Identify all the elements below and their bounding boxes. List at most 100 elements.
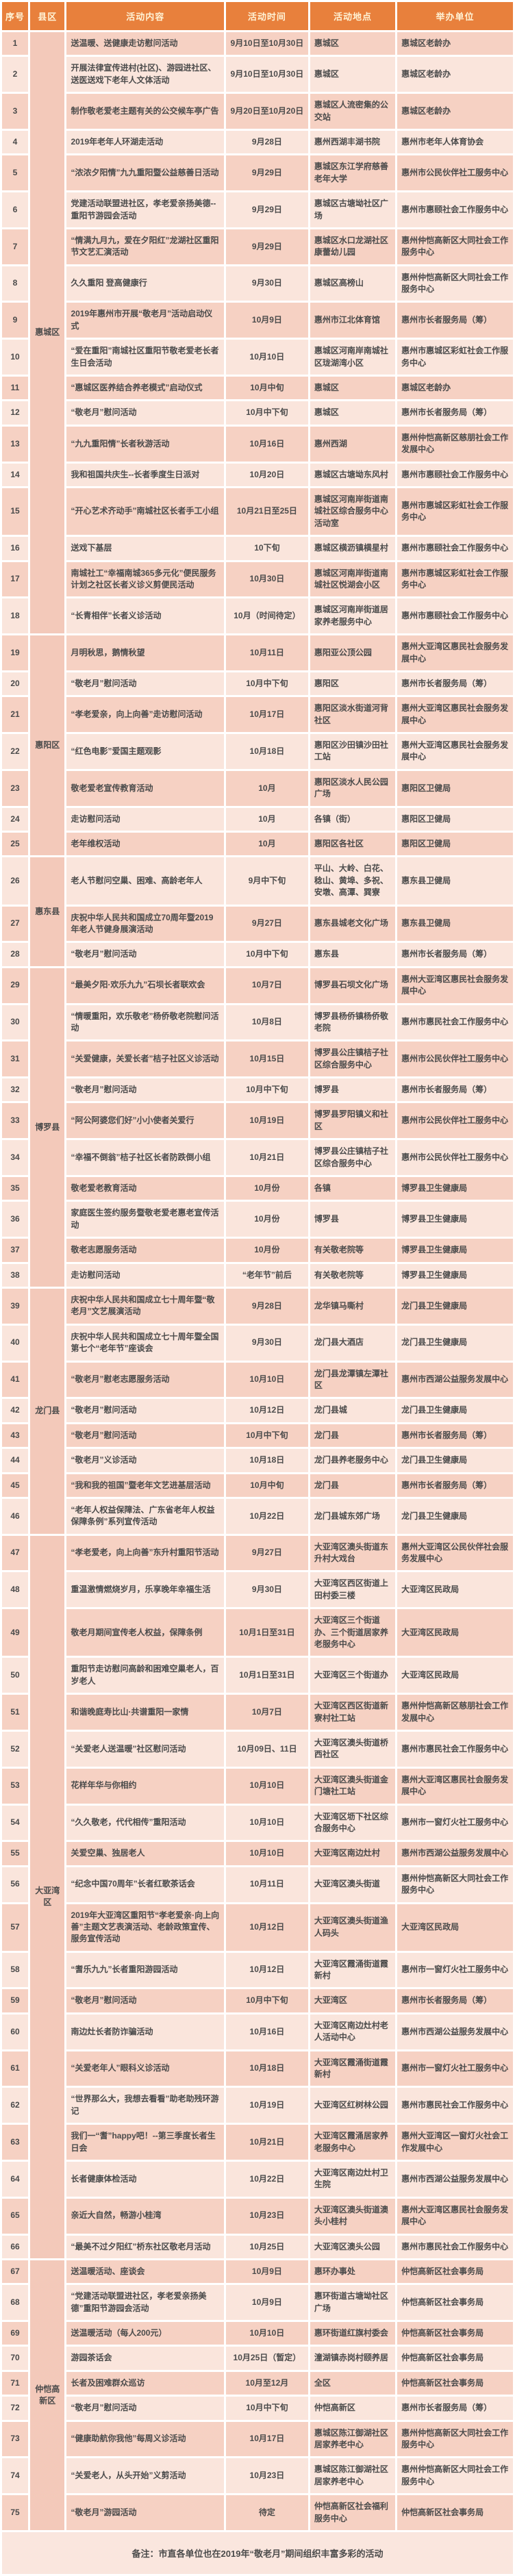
cell-org: 仲恺高新区社会事务局 bbox=[397, 2371, 513, 2395]
cell-place: 龙门县 bbox=[310, 1474, 396, 1497]
cell-content: 2019年惠州市开展“敬老月”活动启动仪式 bbox=[66, 303, 224, 338]
cell-org: 惠州市惠颐社会工作服务中心 bbox=[397, 463, 513, 486]
cell-place: 博罗县 bbox=[310, 1078, 396, 1102]
cell-content: “健康助航你我他”每周义诊活动 bbox=[66, 2421, 224, 2457]
cell-time: “老年节”前后 bbox=[225, 1263, 308, 1287]
cell-org: 惠州大亚湾区公民伙伴社会服务发展中心 bbox=[397, 1535, 513, 1571]
cell-content: “敬老月”慰问活动 bbox=[66, 1078, 224, 1102]
cell-place: 仲恺高新区社会福利服务中心 bbox=[310, 2495, 396, 2530]
cell-content: “敬老月”游园活动 bbox=[66, 2495, 224, 2530]
cell-content: “敬老月”慰问活动 bbox=[66, 1424, 224, 1448]
cell-no: 33 bbox=[2, 1103, 28, 1139]
cell-time: 10月 bbox=[225, 807, 308, 831]
cell-org: 龙门县卫生健康局 bbox=[397, 1325, 513, 1361]
cell-content: 开展法律宣传进村(社区)、游园进社区、送医送戏下老年人文体活动 bbox=[66, 57, 224, 92]
cell-content: “关爱健康，关爱长者”桔子社区义诊活动 bbox=[66, 1041, 224, 1077]
cell-no: 3 bbox=[2, 94, 28, 129]
cell-time: 10月至12月 bbox=[225, 2371, 308, 2395]
cell-no: 12 bbox=[2, 401, 28, 425]
cell-time: 10月19日 bbox=[225, 1103, 308, 1139]
cell-time: 10月18日 bbox=[225, 734, 308, 769]
table-row: 48 重温激情燃烧岁月，乐享晚年幸福生活 9月30日 大亚湾区西区街道上田村委三楼 大亚… bbox=[2, 1572, 513, 1608]
cell-org: 惠州市老年人体育协会 bbox=[397, 130, 513, 154]
cell-org: 惠州仲恺高新区慈朋社会工作发展中心 bbox=[397, 426, 513, 462]
cell-org: 大亚湾区民政局 bbox=[397, 1609, 513, 1656]
table-row: 72 “敬老月”慰问活动 10月中下旬 仲恺高新区 惠州市长者服务局（筹） bbox=[2, 2397, 513, 2420]
cell-content: “开心艺术齐动手”南城社区长者手工小组 bbox=[66, 488, 224, 535]
cell-org: 惠州仲恺高新区大同社会工作服务中心 bbox=[397, 266, 513, 301]
column-header-district: 县区 bbox=[30, 2, 65, 30]
cell-district: 仲恺高新区 bbox=[30, 2260, 65, 2530]
cell-content: “敬老月”慰问活动 bbox=[66, 1399, 224, 1422]
table-body: 1 惠城区 送温暖、送健康走访慰问活动 9月10日至10月30日 惠城区 惠城区老龄办 2 开… bbox=[2, 32, 513, 2530]
cell-content: 走访慰问活动 bbox=[66, 807, 224, 831]
cell-time: 10月1日至31日 bbox=[225, 1609, 308, 1656]
cell-place: 惠州市江北体育馆 bbox=[310, 303, 396, 338]
cell-place: 惠城区河南岸街道南城社区悦湖会小区 bbox=[310, 561, 396, 597]
cell-place: 潼湖镇赤岗村颐养居 bbox=[310, 2347, 396, 2370]
table-row: 25 老年维权活动 10月 惠阳区各社区 惠阳区卫健局 bbox=[2, 833, 513, 856]
cell-place: 惠阳区 bbox=[310, 672, 396, 696]
cell-time: 10月份 bbox=[225, 1177, 308, 1200]
cell-place: 博罗县杨侨镇杨侨敬老院 bbox=[310, 1005, 396, 1040]
cell-no: 7 bbox=[2, 229, 28, 264]
cell-district: 大亚湾区 bbox=[30, 1535, 65, 2258]
cell-time: 10月16日 bbox=[225, 426, 308, 462]
cell-no: 34 bbox=[2, 1140, 28, 1176]
cell-org: 惠州市惠民社会工作服务中心 bbox=[397, 1005, 513, 1040]
cell-org: 大亚湾区民政局 bbox=[397, 1904, 513, 1951]
cell-no: 49 bbox=[2, 1609, 28, 1656]
cell-time: 9月中下旬 bbox=[225, 857, 308, 905]
cell-no: 60 bbox=[2, 2014, 28, 2049]
cell-time: 10月中下旬 bbox=[225, 672, 308, 696]
cell-time: 10月10日 bbox=[225, 2322, 308, 2345]
cell-org: 惠州市西湖公益服务发展中心 bbox=[397, 2161, 513, 2197]
cell-no: 11 bbox=[2, 377, 28, 400]
cell-time: 9月29日 bbox=[225, 192, 308, 227]
table-row: 18 “长青相伴”长者义诊活动 10月（时间待定） 惠城区河南岸街道居家养老服务中心惠… bbox=[2, 598, 513, 634]
cell-time: 9月27日 bbox=[225, 906, 308, 942]
cell-org: 惠州市一窗灯火社工服务中心 bbox=[397, 1952, 513, 1988]
cell-time: 10月中下旬 bbox=[225, 1078, 308, 1102]
cell-time: 10月18日 bbox=[225, 2051, 308, 2086]
cell-district: 龙门县 bbox=[30, 1289, 65, 1534]
table-row: 36 家庭医生签约服务暨敬老爱老惠老宣传活动 10月份 博罗县 博罗县卫生健康局 bbox=[2, 1202, 513, 1237]
cell-place: 大亚湾区霞涌居家养老服务中心 bbox=[310, 2125, 396, 2160]
cell-content: “长青相伴”长者义诊活动 bbox=[66, 598, 224, 634]
cell-place: 大亚湾区红树林公园 bbox=[310, 2088, 396, 2123]
cell-time: 9月20日至10月20日 bbox=[225, 94, 308, 129]
cell-content: 亲近大自然，畅游小桂湾 bbox=[66, 2198, 224, 2234]
cell-org: 惠州仲恺高新区大同社会工作服务中心 bbox=[397, 229, 513, 264]
cell-place: 大亚湾区澳头街道金门塘社工站 bbox=[310, 1768, 396, 1804]
cell-org: 仲恺高新区社会事务局 bbox=[397, 2495, 513, 2530]
cell-content: “幸福不倒翁”桔子社区长者防跌倒小组 bbox=[66, 1140, 224, 1176]
cell-content: 游园茶话会 bbox=[66, 2347, 224, 2370]
cell-time: 9月27日 bbox=[225, 1535, 308, 1571]
cell-place: 大亚湾区西区街道新寮村社工站 bbox=[310, 1695, 396, 1730]
cell-place: 惠城区水口龙湖社区康蕾幼儿园 bbox=[310, 229, 396, 264]
cell-org: 惠州市长者服务局（筹） bbox=[397, 1989, 513, 2012]
cell-org: 惠州市西湖公益服务发展中心 bbox=[397, 1842, 513, 1865]
table-row: 14 我和祖国共庆生--长者季度生日派对 10月20日 惠城区古塘坳东风村 惠州市惠颐社… bbox=[2, 463, 513, 486]
cell-org: 博罗县卫生健康局 bbox=[397, 1202, 513, 1237]
cell-time: 9月30日 bbox=[225, 1325, 308, 1361]
cell-no: 5 bbox=[2, 155, 28, 191]
cell-content: 送温暖、送健康走访慰问活动 bbox=[66, 32, 224, 55]
table-row: 57 2019年大亚湾区重阳节“孝老爱亲·向上向善”主题文艺表演活动、老龄政策宣传… bbox=[2, 1904, 513, 1951]
cell-content: “敬老月”慰老志愿服务活动 bbox=[66, 1362, 224, 1398]
cell-district: 惠城区 bbox=[30, 32, 65, 634]
cell-no: 29 bbox=[2, 968, 28, 1003]
table-row: 52 “关爱老人送温暖”社区慰问活动 10月09日、11日 大亚湾区澳头街道桥西社区惠… bbox=[2, 1731, 513, 1767]
cell-org: 惠州市惠城区彩虹社会工作服务中心 bbox=[397, 340, 513, 375]
cell-content: 庆祝中华人民共和国成立七十周年暨全国第七个“老年节”座谈会 bbox=[66, 1325, 224, 1361]
cell-content: 敬老月期间宣传老人权益，保障条例 bbox=[66, 1609, 224, 1656]
cell-place: 惠城区人流密集的公交站 bbox=[310, 94, 396, 129]
cell-content: “老年人权益保障法、广东省老年人权益保障条例”系列宣传活动 bbox=[66, 1498, 224, 1534]
cell-content: “敬老月”慰问活动 bbox=[66, 1989, 224, 2012]
cell-place: 惠东县 bbox=[310, 943, 396, 966]
table-row: 28 “敬老月”慰问活动 10月中下旬 惠东县 惠州市长者服务局（筹） bbox=[2, 943, 513, 966]
cell-time: 10月中下旬 bbox=[225, 1424, 308, 1448]
table-row: 21 “孝老爱亲，向上向善”走访慰问活动 10月17日 惠阳区淡水街道河背社区 惠州大亚… bbox=[2, 697, 513, 733]
cell-org: 惠州仲恺高新区大同社会工作服务中心 bbox=[397, 2421, 513, 2457]
cell-time: 10月18日 bbox=[225, 1449, 308, 1472]
